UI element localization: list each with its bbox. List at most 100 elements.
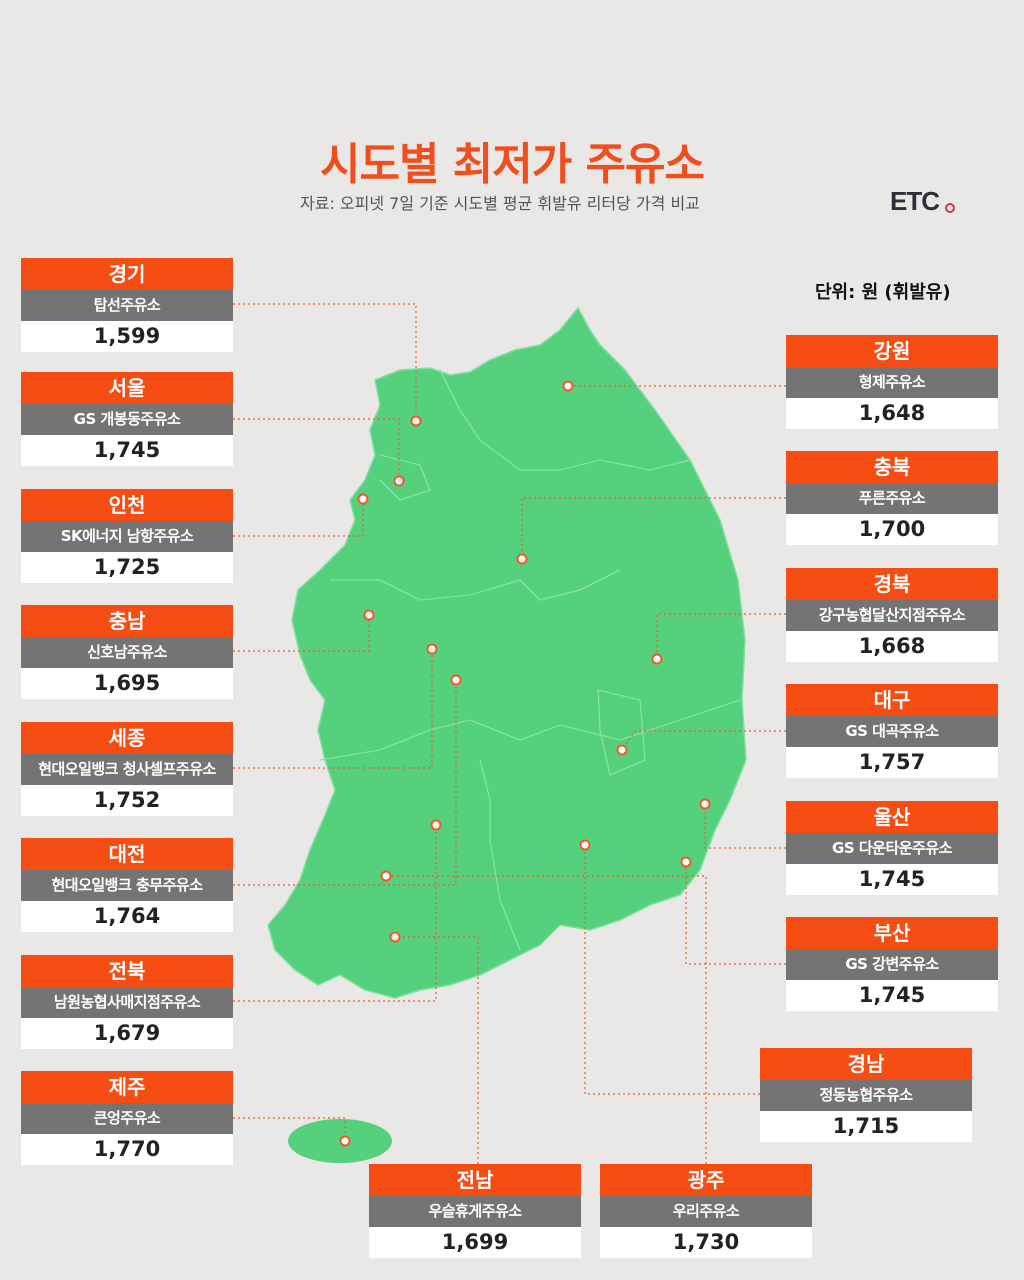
location-marker-icon xyxy=(380,870,392,882)
station-name: 정동농협주유소 xyxy=(760,1080,972,1111)
station-name: 푸른주유소 xyxy=(786,483,998,514)
station-card: 광주 우리주유소 1,730 xyxy=(600,1164,812,1258)
station-card: 대전 현대오일뱅크 충무주유소 1,764 xyxy=(21,838,233,932)
price: 1,679 xyxy=(21,1018,233,1049)
price: 1,757 xyxy=(786,747,998,778)
station-card: 경남 정동농협주유소 1,715 xyxy=(760,1048,972,1142)
price: 1,752 xyxy=(21,785,233,816)
station-name: GS 다운타운주유소 xyxy=(786,833,998,864)
leader-line xyxy=(233,649,433,769)
station-name: 남원농협사매지점주유소 xyxy=(21,987,233,1018)
leader-line xyxy=(233,615,370,652)
station-name: 현대오일뱅크 청사셀프주유소 xyxy=(21,754,233,785)
region-name: 경북 xyxy=(786,568,998,600)
station-name: GS 강변주유소 xyxy=(786,949,998,980)
leader-line xyxy=(685,862,786,965)
station-name: 우리주유소 xyxy=(600,1196,812,1227)
station-card: 강원 형제주유소 1,648 xyxy=(786,335,998,429)
region-name: 대구 xyxy=(786,684,998,716)
leader-line xyxy=(584,845,760,1095)
location-marker-icon xyxy=(516,553,528,565)
station-card: 경기 탑선주유소 1,599 xyxy=(21,258,233,352)
station-name: 현대오일뱅크 충무주유소 xyxy=(21,870,233,901)
station-name: GS 개봉동주유소 xyxy=(21,404,233,435)
logo: ETC xyxy=(890,186,940,216)
station-name: 우슬휴게주유소 xyxy=(369,1196,581,1227)
region-name: 인천 xyxy=(21,489,233,521)
station-card: 충남 신호남주유소 1,695 xyxy=(21,605,233,699)
region-name: 전남 xyxy=(369,1164,581,1196)
station-card: 경북 강구농협달산지점주유소 1,668 xyxy=(786,568,998,662)
price: 1,745 xyxy=(786,980,998,1011)
price: 1,745 xyxy=(21,435,233,466)
location-marker-icon xyxy=(699,798,711,810)
leader-line xyxy=(704,804,786,849)
price: 1,699 xyxy=(369,1227,581,1258)
region-name: 세종 xyxy=(21,722,233,754)
price: 1,715 xyxy=(760,1111,972,1142)
price: 1,764 xyxy=(21,901,233,932)
leader-line xyxy=(621,730,786,751)
region-border xyxy=(319,699,741,761)
price: 1,700 xyxy=(786,514,998,545)
leader-line xyxy=(233,303,417,421)
leader-line xyxy=(233,499,364,537)
region-name: 대전 xyxy=(21,838,233,870)
location-marker-icon xyxy=(651,653,663,665)
region-name: 강원 xyxy=(786,335,998,367)
station-name: 신호남주유소 xyxy=(21,637,233,668)
station-card: 울산 GS 다운타운주유소 1,745 xyxy=(786,801,998,895)
location-marker-icon xyxy=(430,819,442,831)
region-name: 충북 xyxy=(786,451,998,483)
region-border xyxy=(330,569,621,601)
leader-line xyxy=(386,875,707,1164)
station-card: 부산 GS 강변주유소 1,745 xyxy=(786,917,998,1011)
location-marker-icon xyxy=(562,380,574,392)
location-marker-icon xyxy=(616,744,628,756)
location-marker-icon xyxy=(357,493,369,505)
region-border xyxy=(597,689,646,776)
station-name: 탑선주유소 xyxy=(21,290,233,321)
logo-dot-icon xyxy=(945,203,955,213)
region-border xyxy=(439,369,691,471)
station-name: 형제주유소 xyxy=(786,367,998,398)
leader-line xyxy=(233,1117,346,1141)
region-name: 전북 xyxy=(21,955,233,987)
region-name: 경남 xyxy=(760,1048,972,1080)
location-marker-icon xyxy=(426,643,438,655)
region-name: 경기 xyxy=(21,258,233,290)
price: 1,695 xyxy=(21,668,233,699)
price: 1,745 xyxy=(786,864,998,895)
source-note: 자료: 오피넷 7일 기준 시도별 평균 휘발유 리터당 가격 비교 xyxy=(300,194,700,213)
price: 1,599 xyxy=(21,321,233,352)
mainland-shape xyxy=(267,306,747,999)
location-marker-icon xyxy=(389,931,401,943)
leader-line xyxy=(233,825,437,1002)
location-marker-icon xyxy=(410,415,422,427)
leader-line xyxy=(395,936,479,1164)
location-marker-icon xyxy=(393,475,405,487)
price: 1,730 xyxy=(600,1227,812,1258)
station-card: 서울 GS 개봉동주유소 1,745 xyxy=(21,372,233,466)
location-marker-icon xyxy=(680,856,692,868)
station-card: 전북 남원농협사매지점주유소 1,679 xyxy=(21,955,233,1049)
region-border xyxy=(379,454,431,501)
station-card: 제주 큰엉주유소 1,770 xyxy=(21,1071,233,1165)
station-card: 충북 푸른주유소 1,700 xyxy=(786,451,998,545)
region-border xyxy=(479,759,521,951)
station-name: GS 대곡주유소 xyxy=(786,716,998,747)
unit-label: 단위: 원 (휘발유) xyxy=(815,282,951,303)
leader-line xyxy=(233,418,400,481)
station-name: SK에너지 남항주유소 xyxy=(21,521,233,552)
station-card: 대구 GS 대곡주유소 1,757 xyxy=(786,684,998,778)
station-name: 큰엉주유소 xyxy=(21,1103,233,1134)
region-name: 광주 xyxy=(600,1164,812,1196)
page-title: 시도별 최저가 주유소 xyxy=(320,139,705,190)
region-name: 충남 xyxy=(21,605,233,637)
price: 1,668 xyxy=(786,631,998,662)
station-name: 강구농협달산지점주유소 xyxy=(786,600,998,631)
location-marker-icon xyxy=(450,674,462,686)
price: 1,648 xyxy=(786,398,998,429)
price: 1,725 xyxy=(21,552,233,583)
